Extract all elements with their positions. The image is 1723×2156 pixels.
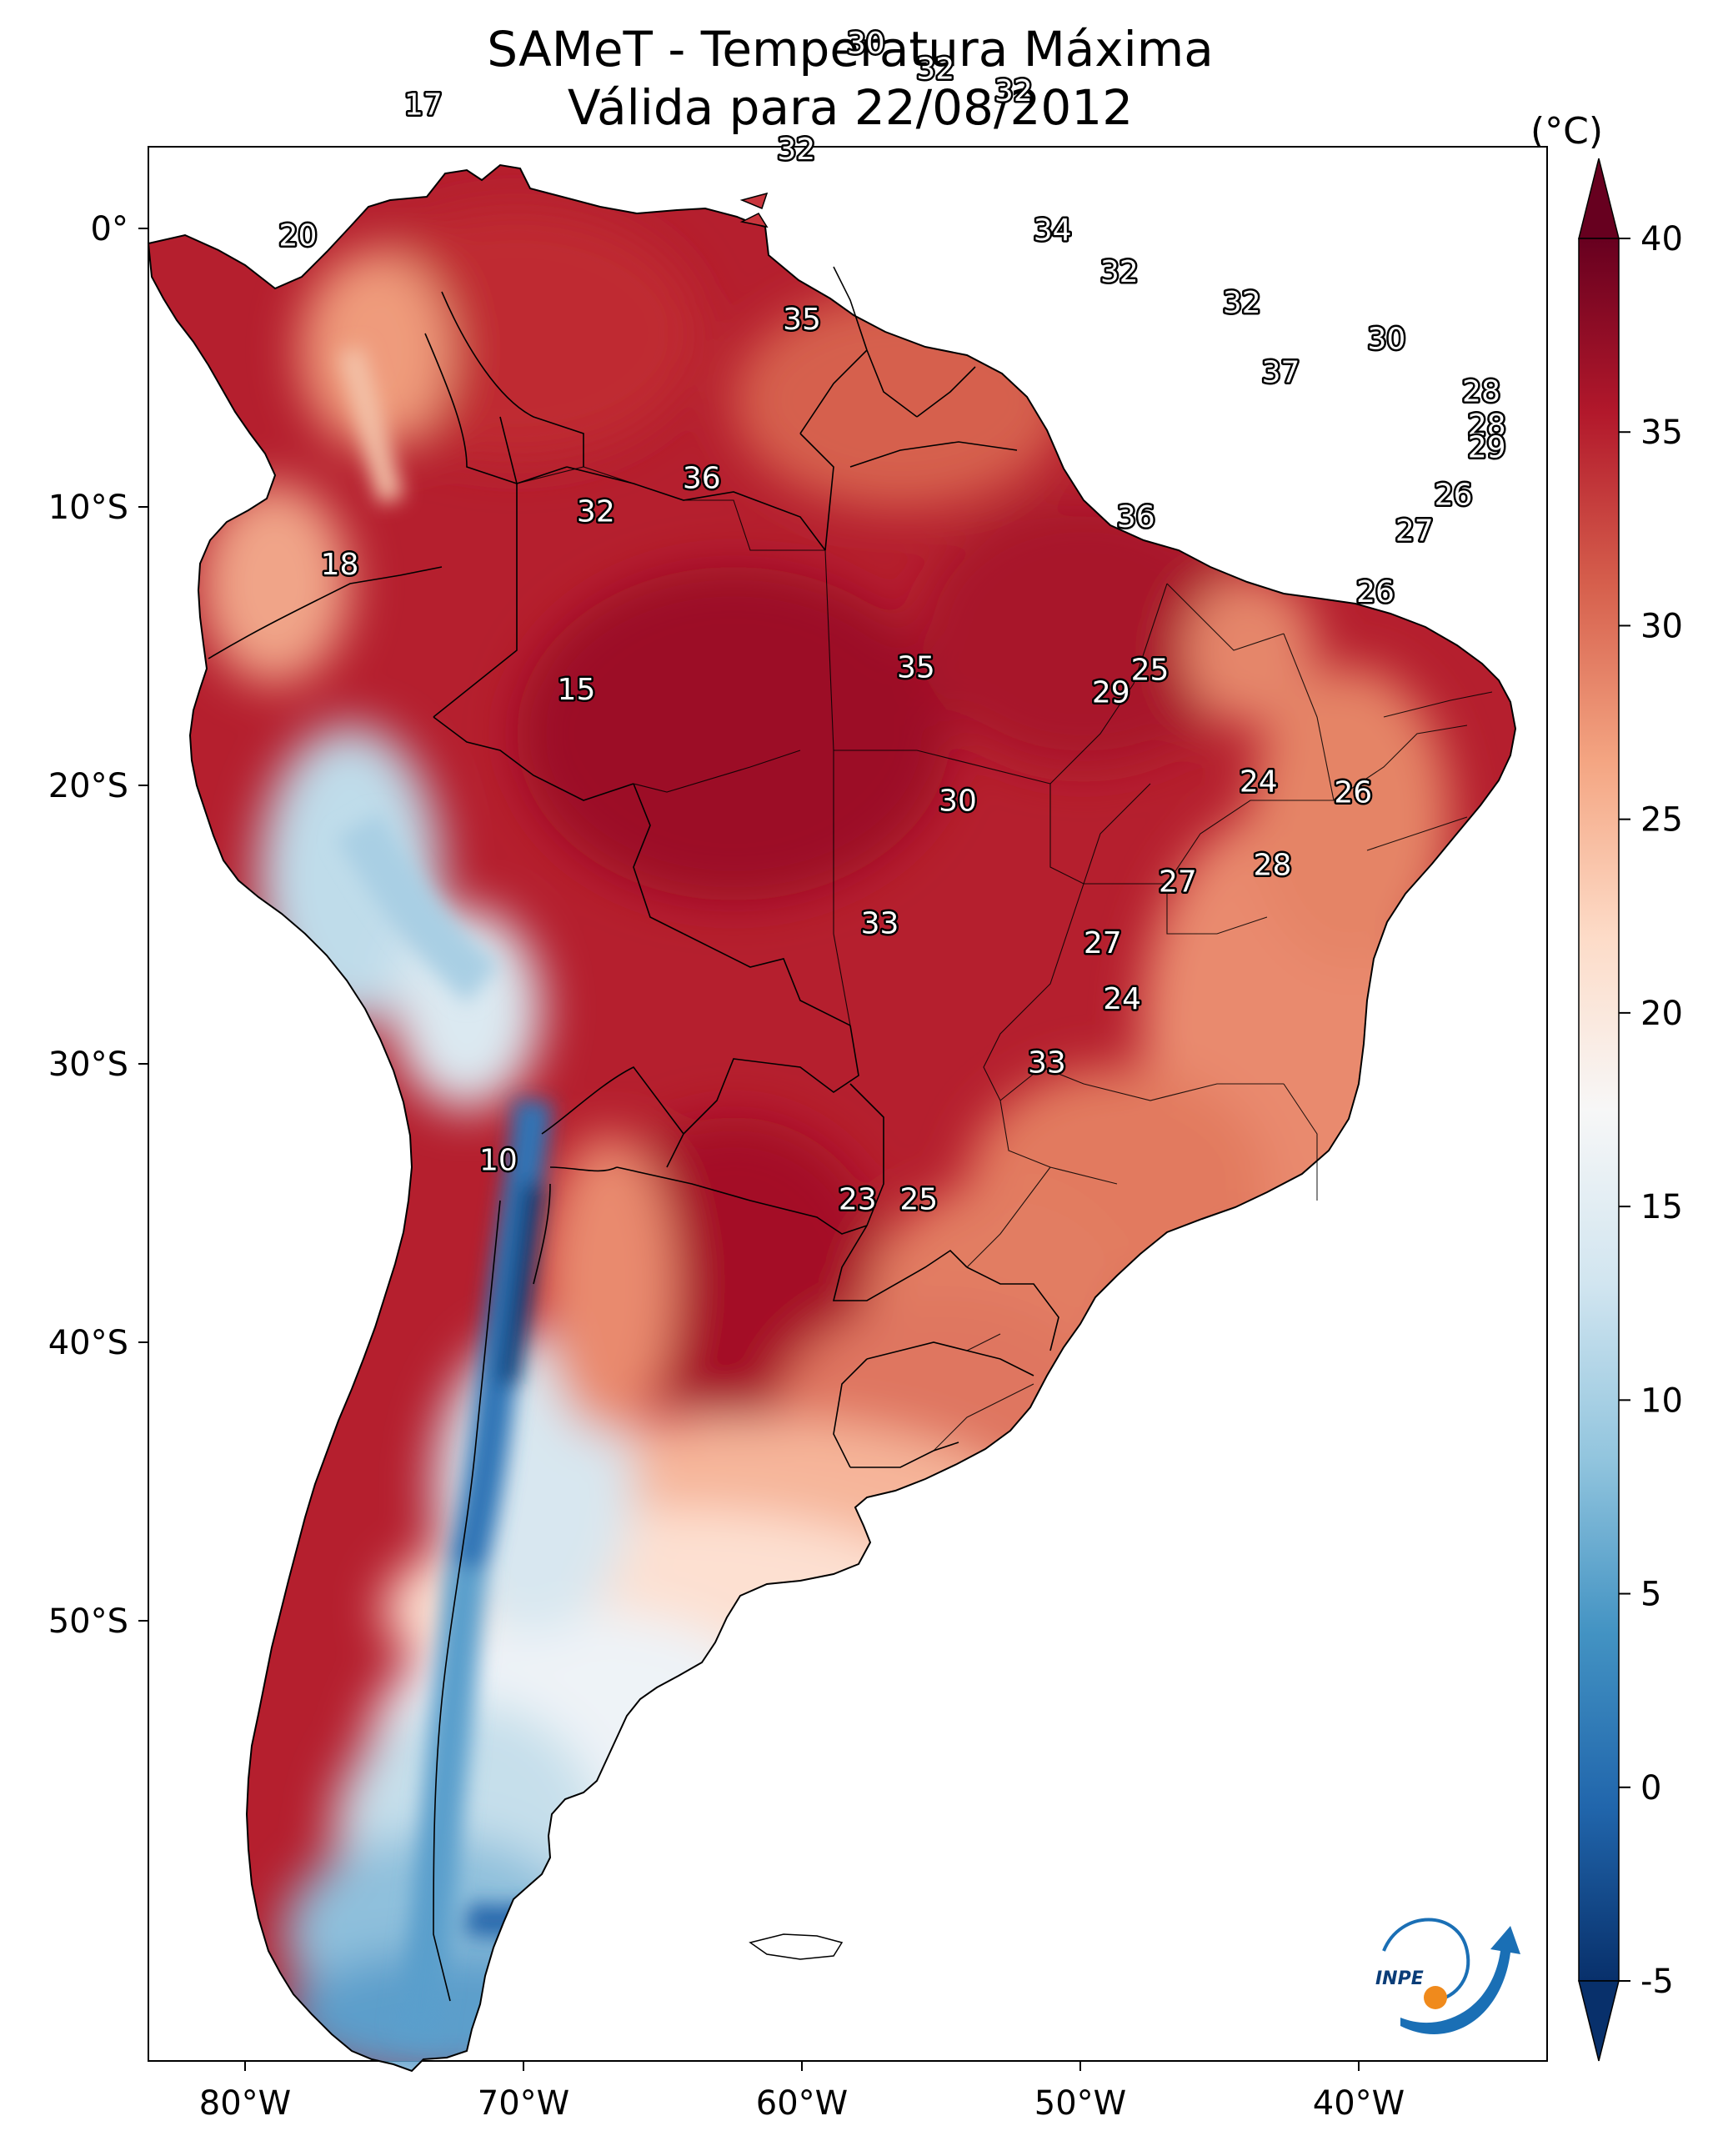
lon-tick-label: 70°W: [478, 2084, 569, 2123]
lon-tick-label: 50°W: [1034, 2084, 1126, 2123]
temperature-label: 29: [1468, 431, 1506, 465]
colorbar-tick-label: 25: [1640, 801, 1683, 840]
temperature-label: 25: [899, 1182, 938, 1216]
temperature-label: 24: [1240, 765, 1278, 799]
lon-tick-label: 40°W: [1313, 2084, 1405, 2123]
temperature-label: 15: [558, 673, 596, 707]
lat-tick-label: 50°S: [48, 1602, 128, 1641]
temperature-labels: 2817303232322034323230353728282936323626…: [277, 25, 1508, 1219]
temperature-label: 33: [861, 907, 899, 941]
temperature-label: 28: [1254, 849, 1292, 883]
temperature-label: 32: [1223, 286, 1261, 320]
lon-tick-label: 60°W: [756, 2084, 848, 2123]
map-subtitle: Válida para 22/08/2012: [567, 79, 1134, 136]
temperature-label: 28: [1468, 409, 1506, 443]
colorbar-tick-label: 30: [1640, 607, 1683, 645]
logo-text: INPE: [1375, 1968, 1424, 1989]
lat-tick-label: 30°S: [48, 1045, 128, 1084]
map-title: SAMeT - Temperatura Máxima: [487, 21, 1214, 78]
logo-dot: [1424, 1986, 1447, 2009]
temperature-label: 24: [1103, 982, 1141, 1016]
lat-tick-label: 10°S: [48, 489, 128, 527]
temperature-label: 30: [939, 785, 977, 819]
temperature-label: 32: [994, 74, 1033, 108]
temperature-label: 36: [683, 461, 721, 495]
temperature-label: 27: [1395, 514, 1434, 549]
islands: [739, 192, 844, 1960]
colorbar-tick-label: 0: [1640, 1769, 1661, 1808]
temperature-label: 34: [1034, 213, 1072, 248]
temperature-label: 10: [479, 1144, 518, 1178]
colorbar-tick-label: 15: [1640, 1188, 1683, 1226]
colorbar-ticks: 40 35 30 25 20 15 10 5 0 -5: [1619, 220, 1683, 2001]
temperature-label: 26: [1435, 478, 1473, 512]
map-axes: 80°W70°W60°W50°W40°W10°N0°10°S20°S30°S40…: [48, 210, 1405, 2123]
temperature-label: 35: [897, 650, 935, 684]
colorbar-tick-label: 10: [1640, 1381, 1683, 1420]
temperature-label: 30: [1367, 322, 1405, 356]
temperature-label: 25: [1131, 654, 1170, 688]
temperature-label: 33: [1028, 1046, 1066, 1081]
colorbar: 40 35 30 25 20 15 10 5 0 -5: [1578, 158, 1683, 2062]
temperature-label: 23: [839, 1182, 877, 1216]
temperature-label: 32: [777, 133, 815, 167]
temperature-label: 18: [321, 548, 359, 582]
temperature-label: 36: [1117, 500, 1155, 534]
colorbar-top-arrow: [1578, 158, 1620, 239]
colorbar-bottom-arrow: [1578, 1980, 1620, 2062]
logo-swirl: [1382, 1918, 1470, 2003]
colorbar-tick-label: 5: [1640, 1576, 1661, 1614]
colorbar-body: [1578, 238, 1620, 1982]
logo-arrow: [1400, 1926, 1520, 2034]
lat-tick-label: 0°: [91, 210, 128, 248]
colorbar-tick-label: -5: [1640, 1963, 1674, 2001]
state-borders: [516, 466, 1493, 1452]
temperature-label: 30: [847, 27, 885, 61]
colorbar-tick-label: 35: [1640, 414, 1683, 452]
lon-tick-label: 80°W: [199, 2084, 291, 2123]
temperature-label: 26: [1356, 575, 1395, 609]
temperature-label: 26: [1334, 776, 1372, 810]
temperature-label: 37: [1262, 355, 1300, 389]
temperature-label: 35: [783, 303, 821, 337]
temperature-label: 32: [577, 494, 615, 529]
temperature-label: 20: [279, 219, 318, 253]
colorbar-unit-label: (°C): [1530, 110, 1604, 153]
colorbar-tick-label: 40: [1640, 220, 1683, 258]
temperature-label: 32: [1100, 255, 1139, 289]
temperature-label: 32: [916, 52, 954, 86]
temperature-label: 28: [1462, 375, 1500, 409]
country-borders: [208, 266, 1059, 2002]
lat-tick-label: 40°S: [48, 1324, 128, 1362]
inpe-logo: INPE: [1375, 1918, 1520, 2034]
temperature-label: 27: [1084, 926, 1122, 960]
temperature-label: 27: [1159, 865, 1197, 900]
temperature-label: 17: [404, 88, 443, 123]
temperature-label: 29: [1092, 675, 1130, 709]
colorbar-tick-label: 20: [1640, 995, 1683, 1033]
lat-tick-label: 20°S: [48, 767, 128, 805]
